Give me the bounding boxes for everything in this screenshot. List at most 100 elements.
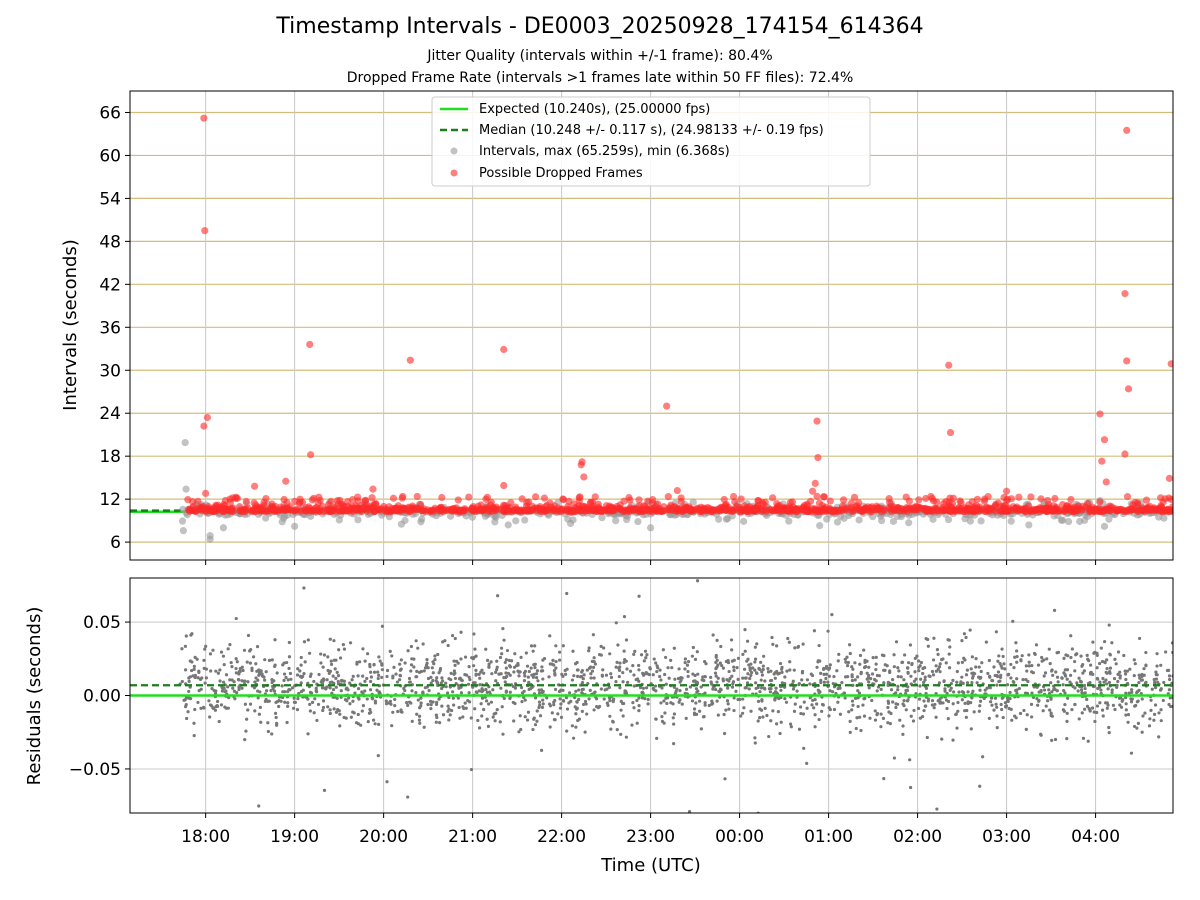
residual-point [691,679,696,683]
residual-point [499,686,503,690]
residual-point [625,667,629,671]
residual-point [643,649,648,653]
residual-point [926,699,930,703]
residual-point [192,721,196,725]
residual-point [938,697,942,701]
dropped-frame-point [693,504,701,512]
residual-point [862,648,866,652]
chart-subtitle-jitter: Jitter Quality (intervals within +/-1 fr… [427,48,773,64]
residual-point [642,672,647,676]
residual-point [295,673,300,677]
residual-point [1062,689,1066,693]
residual-point [873,709,877,713]
dropped-frame-point [1165,474,1173,482]
residual-point [421,691,425,695]
residual-point [553,687,558,692]
residual-point [827,706,831,710]
residual-point [416,646,420,650]
residual-point [593,662,597,666]
dropped-frame-point [945,498,953,506]
residual-point [356,696,360,700]
residual-point [1068,680,1072,684]
residual-point [1081,671,1085,675]
residual-point [918,664,922,668]
residual-point [183,668,188,672]
dropped-frame-point [465,493,473,501]
residual-point [510,659,514,663]
residual-point [449,708,454,713]
residual-point [226,647,230,651]
interval-point [816,522,824,530]
residual-point [580,680,585,685]
residual-point [369,670,373,674]
residual-point [792,709,797,713]
residual-point [1065,668,1070,672]
residual-point [951,678,955,683]
dropped-frame-point [1073,507,1081,515]
residual-point [908,758,912,762]
residual-point [766,670,771,674]
residual-point [1135,726,1139,730]
residual-point [365,697,369,701]
residual-point [1062,656,1066,660]
residual-point [624,735,628,739]
residual-point [922,699,926,703]
residual-point [686,674,690,678]
residual-point [1081,662,1085,667]
residual-point [591,633,595,637]
residual-point [477,672,481,676]
dropped-frame-point [398,494,406,502]
residual-point [545,696,549,700]
residual-point [478,676,482,680]
residuals-panel: 0.050.00−0.05 18:00 19:00 20:00 21:00 22:00 2… [24,577,1174,876]
residual-point [745,659,749,663]
residual-point [970,676,975,680]
residual-point [344,716,348,720]
residual-point [533,644,537,648]
residual-point [615,728,619,732]
residual-point [932,706,936,710]
residual-point [520,691,525,695]
residual-point [358,660,362,664]
dropped-frame-point [354,493,362,501]
residual-point [783,697,787,701]
residual-point [421,642,425,646]
residual-point [779,688,783,693]
dropped-frame-point [966,505,974,514]
residual-point [204,644,208,648]
residual-point [1083,686,1087,691]
residual-point [732,708,736,713]
residual-point [622,615,627,619]
residual-point [299,663,303,667]
residual-point [1070,708,1074,712]
residual-point [236,677,241,682]
residual-point [433,654,437,658]
residual-point [468,678,472,682]
legend-intervals-label: Intervals, max (65.259s), min (6.368s) [479,144,730,159]
dropped-frame-point [957,498,965,507]
residual-point [196,700,200,705]
residual-point [187,676,191,680]
residual-point [577,688,581,692]
dropped-frame-point [639,508,647,516]
residual-point [385,780,389,784]
residual-point [979,669,983,674]
residual-point [748,676,752,681]
residual-point [1040,655,1044,660]
residual-point [684,716,688,720]
dropped-frame-point [200,422,208,430]
residual-point [891,678,895,682]
residual-point [1054,670,1058,674]
residual-point [581,702,586,707]
residual-point [1167,674,1172,678]
interval-point [1057,516,1065,524]
residual-point [859,728,863,733]
residual-point [511,700,515,705]
residual-point [1044,704,1048,708]
residual-point [796,645,800,649]
residual-point [558,697,562,701]
residual-point [660,715,664,719]
residual-point [805,706,809,710]
residual-point [818,690,822,694]
residual-point [1095,676,1099,681]
